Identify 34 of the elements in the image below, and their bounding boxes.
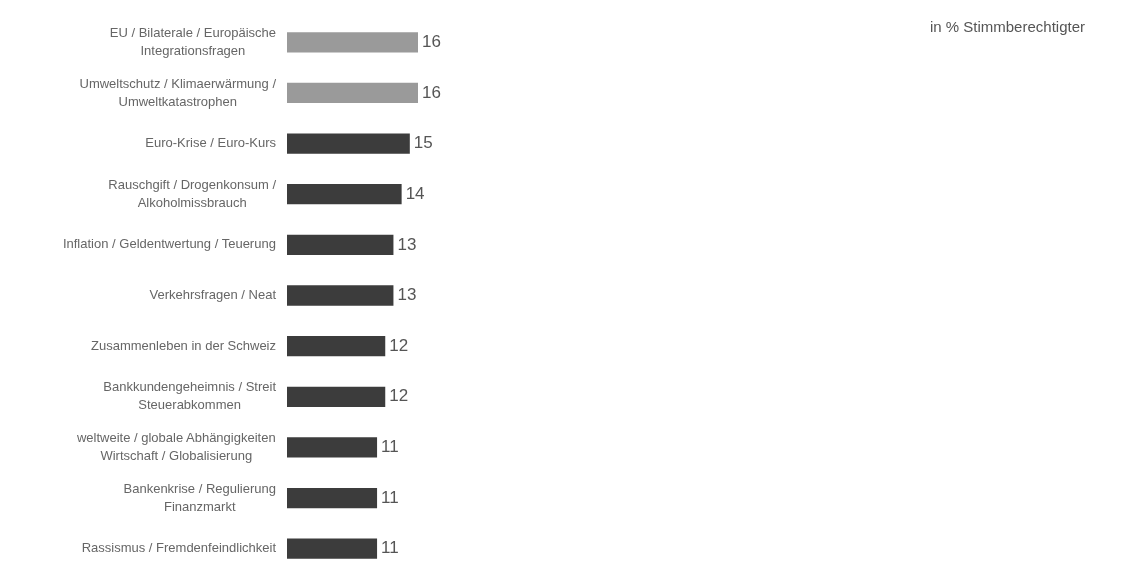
- y-tick-label: Zusammenleben in der Schweiz: [91, 337, 276, 353]
- y-tick-label: Bankenkrise / Regulierung Finanzmarkt: [123, 480, 276, 514]
- bar: [287, 32, 418, 53]
- data-label: 11: [381, 538, 399, 558]
- data-label: 11: [381, 437, 399, 457]
- data-label: 15: [413, 133, 433, 153]
- bar: [287, 184, 402, 205]
- y-tick-label: Verkehrsfragen / Neat: [149, 287, 277, 303]
- data-label: 14: [405, 183, 425, 203]
- bar: [287, 487, 378, 509]
- data-label: 12: [389, 335, 409, 355]
- y-tick-label: weltweite / globale Abhängigkeiten Wirtschaft / Globalisierung: [75, 429, 276, 463]
- y-tick-label: Inflation / Geldentwertung / Teuerung: [62, 236, 276, 252]
- y-tick-label: EU / Bilaterale / Europäische Integrationsfragen: [109, 24, 276, 58]
- bar: [287, 336, 386, 357]
- data-label: 13: [397, 234, 417, 254]
- data-label: 16: [422, 82, 441, 102]
- data-label: 12: [389, 386, 409, 406]
- bar: [287, 538, 378, 559]
- data-label: 16: [422, 32, 441, 52]
- y-tick-label: Euro-Krise / Euro-Kurs: [145, 135, 277, 151]
- bar: [287, 386, 386, 407]
- y-tick-label: Rassismus / Fremdenfeindlichkeit: [81, 540, 277, 556]
- text: in % Stimmberechtigter: [929, 18, 1085, 35]
- bar: [287, 234, 394, 255]
- y-tick-label: Umweltschutz / Klimaerwärmung / Umweltkatastrophen: [79, 75, 277, 109]
- bar: [287, 133, 410, 154]
- y-tick-label: Bankkundengeheimnis / Streit Steuerabkommen: [103, 379, 277, 413]
- bar: [287, 437, 378, 458]
- data-label: 13: [397, 285, 417, 305]
- y-tick-label: Rauschgift / Drogenkonsum / Alkoholmissbrauch: [108, 176, 277, 210]
- bar: [287, 82, 418, 104]
- bar: [287, 285, 394, 306]
- data-label: 11: [381, 487, 399, 507]
